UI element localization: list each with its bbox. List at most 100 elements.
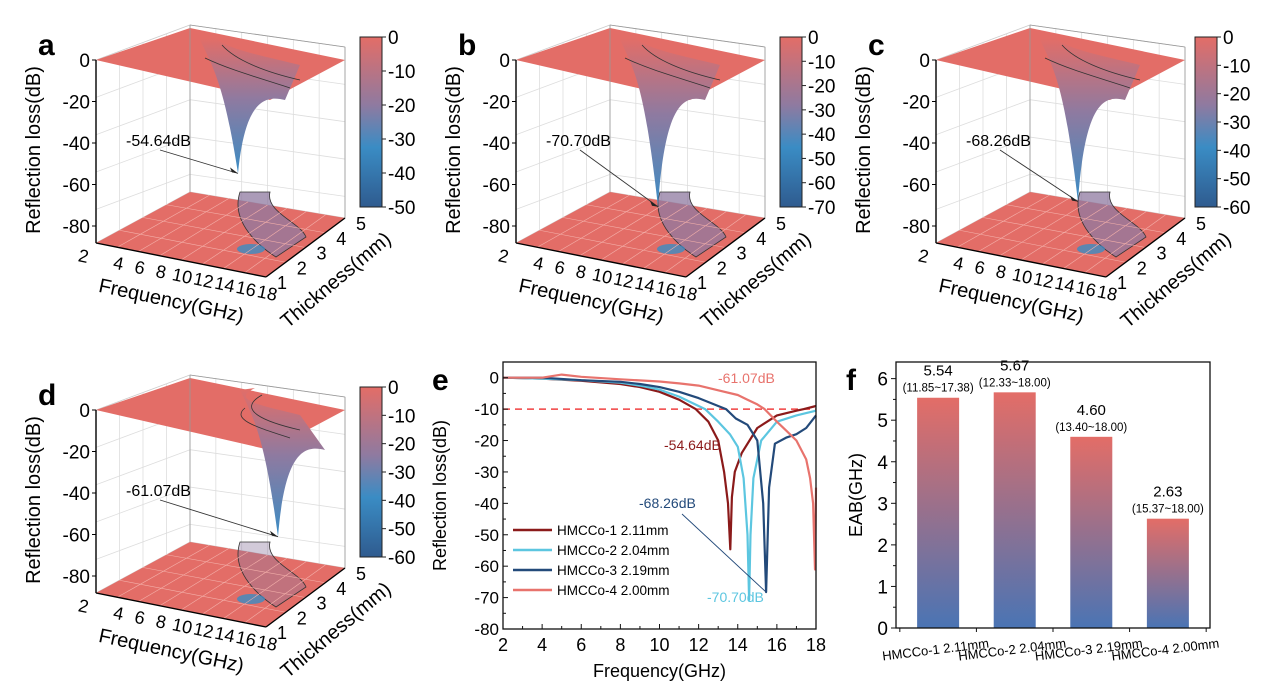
panel-e-line-chart: e -54.64dB -70.70dB -68.26dB -61.07dB HMCCo… <box>430 361 826 681</box>
arrow-head <box>650 200 658 207</box>
colorbar-tick-label: 0 <box>388 28 399 49</box>
z-axis-title: Reflection loss(dB) <box>443 66 465 234</box>
x-tick-label: 2 <box>497 245 511 267</box>
z-tick-label: 0 <box>79 401 90 422</box>
y-tick-label: -60 <box>474 557 499 576</box>
surface-contour <box>1044 57 1131 89</box>
x-tick-label: 12 <box>689 635 709 655</box>
y-tick-label: 4 <box>1176 229 1186 249</box>
x-tick-label: 6 <box>553 257 567 279</box>
legend-label-hmcco2: HMCCo-2 2.04mm <box>557 543 670 558</box>
bar-range-label: (15.37~18.00) <box>1132 504 1204 516</box>
panel-label-f: f <box>846 364 857 397</box>
colorbar <box>359 36 383 208</box>
x-tick-label: 6 <box>133 607 147 629</box>
y-axis-title: EAB(GHz) <box>846 453 866 537</box>
z-tick-label: -60 <box>63 526 90 547</box>
z-tick-label: -20 <box>63 443 90 464</box>
floor-contour <box>237 191 307 258</box>
annotation-arrow <box>579 149 659 208</box>
y-tick-label: 3 <box>877 494 888 515</box>
min-rl-annotation: -70.70dB <box>546 133 611 150</box>
x-tick-label: 14 <box>633 273 657 297</box>
x-tick-label: 4 <box>112 603 126 625</box>
x-tick-label: 4 <box>537 635 547 655</box>
y-tick-label: 5 <box>1196 214 1206 234</box>
grid-line <box>166 204 326 234</box>
y-tick-label: -30 <box>474 463 499 482</box>
colorbar-tick-label: -40 <box>808 125 835 146</box>
colorbar-tick-label: -40 <box>1223 141 1250 162</box>
y-tick-label: 2 <box>717 258 727 278</box>
x-tick-label: 10 <box>649 635 669 655</box>
z-tick-label: -20 <box>903 93 930 114</box>
x-tick-label: 8 <box>154 261 168 283</box>
y-tick-label: 4 <box>336 229 346 249</box>
surface-contour <box>240 407 291 439</box>
grid-line <box>586 204 746 234</box>
x-tick-label: 10 <box>170 264 194 288</box>
y-tick-label: 5 <box>356 564 366 584</box>
x-tick-label: 14 <box>213 273 237 297</box>
floor-min-spot <box>1077 244 1105 254</box>
z-tick-label: -20 <box>63 93 90 114</box>
y-tick-label: 4 <box>336 579 346 599</box>
x-tick-label: 10 <box>1010 264 1034 288</box>
colorbar-tick-label: -30 <box>1223 113 1250 134</box>
colorbar-tick-label: -10 <box>388 62 415 83</box>
box-outline <box>189 24 346 218</box>
y-tick-label: -20 <box>474 432 499 451</box>
x-tick-label: 16 <box>767 635 787 655</box>
panel-label-d: d <box>38 379 56 412</box>
z-tick-label: -80 <box>903 217 930 238</box>
legend-label-hmcco1: HMCCo-1 2.11mm <box>557 523 669 538</box>
annotation-arrow <box>159 149 239 174</box>
y-tick-label: 2 <box>1137 258 1147 278</box>
colorbar-tick-label: 0 <box>808 28 819 49</box>
y-tick-label: 2 <box>297 608 307 628</box>
x-tick-label: 8 <box>615 635 625 655</box>
x-tick-label: 16 <box>1074 277 1098 301</box>
x-tick-label: 12 <box>612 269 636 293</box>
colorbar-tick-label: -50 <box>388 198 415 219</box>
colorbar <box>359 386 383 558</box>
x-tick-label: 2 <box>77 245 91 267</box>
x-tick-label: 14 <box>213 623 237 647</box>
x-tick-label: 6 <box>576 635 586 655</box>
y-tick-label: 3 <box>1156 244 1166 264</box>
annotation-arrow <box>681 513 767 593</box>
x-tick-label: 14 <box>728 635 748 655</box>
x-tick-label: 18 <box>806 635 826 655</box>
floor-contour <box>657 191 727 258</box>
z-axis-title: Reflection loss(dB) <box>23 416 45 584</box>
bar-range-label: (13.40~18.00) <box>1055 422 1127 434</box>
floor-grid <box>537 194 746 273</box>
grid-line <box>562 217 726 248</box>
x-tick-label: 10 <box>170 614 194 638</box>
x-tick-label: 4 <box>532 253 546 275</box>
z-tick-label: 0 <box>79 51 90 72</box>
colorbar-tick-label: -20 <box>808 77 835 98</box>
bar-1 <box>917 397 960 628</box>
bar-value-label: 5.67 <box>1000 357 1029 374</box>
y-tick-label: 3 <box>736 244 746 264</box>
x-tick-label: 4 <box>112 253 126 275</box>
bar-range-label: (12.33~18.00) <box>979 377 1051 389</box>
x-tick-label: 12 <box>1032 269 1056 293</box>
z-tick-label: 0 <box>499 51 510 72</box>
grid-line <box>142 567 306 598</box>
x-tick-label: 2 <box>77 595 91 617</box>
surface-contour <box>624 57 711 89</box>
y-axis <box>685 217 766 278</box>
floor-projection <box>96 192 345 277</box>
colorbar-tick-label: -60 <box>808 174 835 195</box>
box-outline <box>1029 24 1186 218</box>
floor-contour <box>237 541 307 608</box>
floor-grid <box>117 544 326 623</box>
y-tick-label: -40 <box>474 494 499 513</box>
floor-projection <box>96 542 345 627</box>
colorbar-tick-label: -60 <box>1223 198 1250 219</box>
floor-grid <box>117 194 326 273</box>
y-tick-label: 1 <box>277 623 287 643</box>
